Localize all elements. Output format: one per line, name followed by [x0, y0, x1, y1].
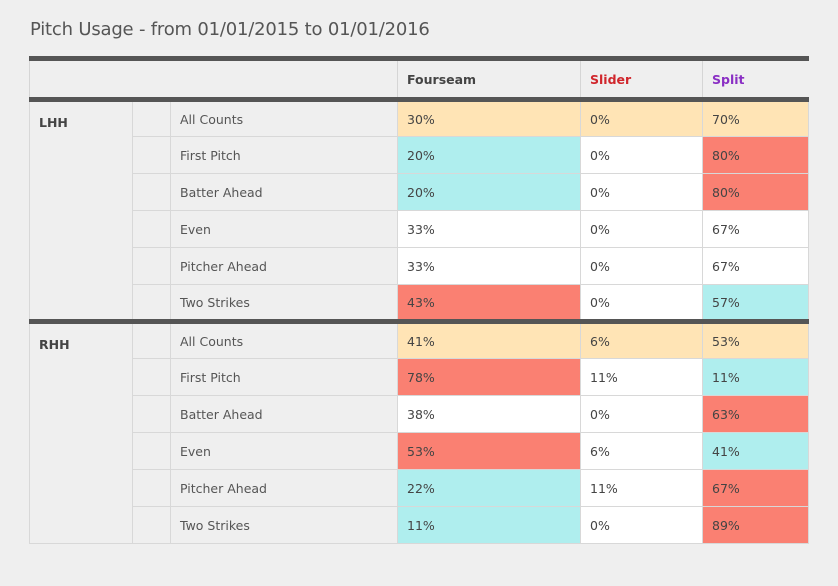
table-row: First Pitch 78% 11% 11% — [30, 358, 810, 396]
fourseam-value: 41% — [397, 319, 582, 359]
slider-value: 0% — [580, 395, 704, 433]
fourseam-value: 11% — [397, 506, 582, 544]
count-label: Two Strikes — [169, 506, 399, 544]
group-lhh: LHH All Counts 30% 0% 70% First Pitch 20% 0% 80%… — [29, 99, 810, 322]
fourseam-value: 22% — [397, 469, 582, 507]
spacer-cell — [132, 469, 171, 507]
slider-value: 0% — [580, 173, 704, 211]
split-value: 53% — [702, 319, 810, 359]
fourseam-value: 33% — [397, 247, 582, 285]
count-label: All Counts — [169, 319, 399, 359]
spacer-cell — [132, 247, 171, 285]
count-label: All Counts — [169, 99, 399, 137]
count-label: Pitcher Ahead — [169, 247, 399, 285]
split-value: 70% — [702, 99, 810, 137]
spacer-cell — [132, 136, 171, 174]
spacer-cell — [132, 432, 171, 470]
spacer-cell — [132, 358, 171, 396]
split-value: 89% — [702, 506, 810, 544]
header-fourseam[interactable]: Fourseam — [397, 56, 581, 102]
spacer-cell — [132, 319, 171, 359]
slider-value: 0% — [580, 506, 704, 544]
table-row: Batter Ahead 20% 0% 80% — [30, 173, 810, 211]
split-value: 11% — [702, 358, 810, 396]
slider-value: 6% — [580, 432, 704, 470]
count-label: Batter Ahead — [169, 395, 399, 433]
header-slider[interactable]: Slider — [580, 56, 703, 102]
slider-value: 11% — [580, 469, 704, 507]
table-row: Even 33% 0% 67% — [30, 210, 810, 248]
spacer-cell — [132, 173, 171, 211]
fourseam-value: 53% — [397, 432, 582, 470]
table-row: Pitcher Ahead 22% 11% 67% — [30, 469, 810, 507]
table-row: Pitcher Ahead 33% 0% 67% — [30, 247, 810, 285]
slider-value: 0% — [580, 210, 704, 248]
table-row: LHH All Counts 30% 0% 70% — [29, 99, 810, 322]
batter-side-label: RHH — [29, 319, 133, 544]
count-label: Even — [169, 432, 399, 470]
spacer-cell — [132, 395, 171, 433]
table-row: Two Strikes 11% 0% 89% — [30, 506, 810, 544]
split-value: 63% — [702, 395, 810, 433]
batter-side-label: LHH — [29, 99, 133, 322]
split-value: 80% — [702, 173, 810, 211]
table-row: RHH All Counts 41% 6% 53% — [29, 319, 810, 544]
spacer-cell — [132, 506, 171, 544]
table-row: Even 53% 6% 41% — [30, 432, 810, 470]
split-value: 67% — [702, 247, 810, 285]
split-value: 67% — [702, 469, 810, 507]
slider-value: 0% — [580, 99, 704, 137]
pitch-usage-table-container: Fourseam Slider Split LHH All Counts 30% 0%… — [28, 56, 810, 544]
fourseam-value: 38% — [397, 395, 582, 433]
table-row: First Pitch 20% 0% 80% — [30, 136, 810, 174]
spacer-cell — [132, 284, 171, 322]
table-row: Two Strikes 43% 0% 57% — [30, 284, 810, 322]
pitch-usage-table: Fourseam Slider Split LHH All Counts 30% 0%… — [28, 56, 810, 544]
count-label: Even — [169, 210, 399, 248]
spacer-cell — [132, 99, 171, 137]
split-value: 67% — [702, 210, 810, 248]
count-label: Batter Ahead — [169, 173, 399, 211]
slider-value: 6% — [580, 319, 704, 359]
group-rhh: RHH All Counts 41% 6% 53% First Pitch 78% 11% 11… — [29, 319, 810, 544]
fourseam-value: 20% — [397, 136, 582, 174]
header-split[interactable]: Split — [702, 56, 809, 102]
count-label: First Pitch — [169, 358, 399, 396]
count-label: First Pitch — [169, 136, 399, 174]
table-header-row: Fourseam Slider Split — [28, 56, 809, 102]
split-value: 41% — [702, 432, 810, 470]
slider-value: 0% — [580, 247, 704, 285]
split-value: 80% — [702, 136, 810, 174]
header-blank — [28, 56, 398, 102]
fourseam-value: 30% — [397, 99, 582, 137]
slider-value: 0% — [580, 284, 704, 322]
count-label: Two Strikes — [169, 284, 399, 322]
slider-value: 11% — [580, 358, 704, 396]
split-value: 57% — [702, 284, 810, 322]
table-row: Batter Ahead 38% 0% 63% — [30, 395, 810, 433]
count-label: Pitcher Ahead — [169, 469, 399, 507]
fourseam-value: 33% — [397, 210, 582, 248]
spacer-cell — [132, 210, 171, 248]
slider-value: 0% — [580, 136, 704, 174]
fourseam-value: 78% — [397, 358, 582, 396]
fourseam-value: 20% — [397, 173, 582, 211]
page-title: Pitch Usage - from 01/01/2015 to 01/01/2… — [30, 19, 430, 40]
fourseam-value: 43% — [397, 284, 582, 322]
